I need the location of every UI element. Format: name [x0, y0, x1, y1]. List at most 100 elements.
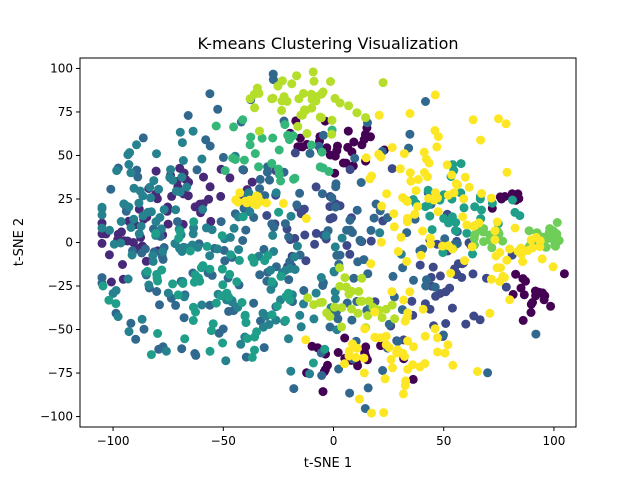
data-point-cluster-8	[255, 184, 265, 194]
data-point-cluster-9	[345, 215, 355, 225]
data-point-cluster-16	[478, 227, 488, 237]
data-point-cluster-7	[345, 249, 355, 259]
data-point-cluster-9	[317, 371, 327, 380]
data-point-cluster-20	[430, 324, 440, 334]
data-point-cluster-9	[295, 188, 305, 198]
data-point-cluster-12	[217, 231, 227, 241]
data-point-cluster-7	[262, 211, 272, 220]
data-point-cluster-19	[477, 189, 486, 198]
data-point-cluster-18	[377, 313, 387, 323]
data-point-cluster-8	[192, 165, 202, 175]
data-point-cluster-17	[294, 94, 304, 104]
data-point-cluster-12	[218, 280, 228, 290]
data-point-cluster-19	[468, 115, 478, 125]
data-point-cluster-8	[327, 193, 337, 203]
data-point-cluster-17	[252, 83, 262, 93]
data-point-cluster-20	[388, 363, 397, 373]
data-point-cluster-8	[292, 200, 302, 210]
data-point-cluster-10	[132, 140, 141, 150]
data-point-cluster-14	[254, 162, 264, 172]
data-point-cluster-18	[347, 304, 356, 314]
data-point-cluster-9	[369, 213, 379, 223]
data-point-cluster-8	[183, 111, 193, 120]
data-point-cluster-6	[435, 271, 445, 281]
data-point-cluster-21	[518, 257, 528, 267]
data-point-cluster-16	[470, 230, 480, 240]
data-point-cluster-4	[199, 172, 208, 182]
data-point-cluster-8	[268, 69, 278, 79]
y-tick-label: −100	[40, 410, 73, 424]
data-point-cluster-14	[280, 120, 290, 130]
data-point-cluster-12	[217, 264, 227, 274]
data-point-cluster-8	[238, 165, 248, 175]
data-point-cluster-9	[267, 219, 277, 229]
data-point-cluster-19	[443, 241, 453, 251]
data-point-cluster-6	[461, 319, 471, 329]
data-point-cluster-12	[153, 276, 163, 286]
data-point-cluster-14	[250, 149, 260, 159]
data-point-cluster-17	[250, 103, 260, 113]
data-point-cluster-10	[146, 193, 156, 203]
data-point-cluster-17	[352, 108, 362, 118]
data-point-cluster-8	[106, 184, 116, 194]
data-point-cluster-14	[220, 166, 230, 176]
data-point-cluster-8	[299, 286, 309, 295]
data-point-cluster-17	[302, 129, 312, 138]
data-point-cluster-9	[318, 281, 328, 290]
data-point-cluster-12	[205, 264, 215, 274]
x-tick-label: 100	[543, 434, 566, 448]
data-point-cluster-19	[460, 172, 470, 182]
data-point-cluster-10	[159, 205, 169, 215]
data-point-cluster-14	[290, 173, 300, 183]
data-point-cluster-8	[241, 225, 251, 235]
data-point-cluster-16	[487, 243, 497, 253]
data-point-cluster-19	[405, 287, 415, 297]
data-point-cluster-9	[422, 275, 431, 285]
data-point-cluster-20	[301, 335, 311, 345]
data-point-cluster-8	[173, 217, 182, 227]
x-tick-label: −100	[97, 434, 130, 448]
data-point-cluster-12	[188, 316, 198, 325]
data-point-cluster-21	[505, 295, 515, 305]
data-point-cluster-10	[245, 207, 255, 217]
data-point-cluster-16	[479, 237, 489, 247]
data-point-cluster-19	[411, 186, 421, 196]
data-point-cluster-2	[531, 291, 541, 301]
data-point-cluster-7	[345, 165, 355, 175]
data-point-cluster-9	[378, 366, 388, 375]
data-point-cluster-11	[266, 265, 276, 275]
data-point-cluster-14	[283, 130, 293, 140]
data-point-cluster-10	[124, 327, 134, 337]
data-point-cluster-13	[468, 249, 477, 259]
data-point-cluster-21	[505, 244, 515, 254]
data-point-cluster-12	[153, 329, 163, 338]
data-point-cluster-10	[205, 251, 215, 261]
data-point-cluster-20	[418, 304, 428, 314]
data-point-cluster-10	[149, 176, 159, 186]
data-point-cluster-4	[247, 177, 257, 187]
data-point-cluster-12	[272, 301, 282, 311]
data-point-cluster-19	[387, 143, 397, 152]
data-point-cluster-0	[349, 137, 359, 147]
data-point-cluster-14	[238, 115, 248, 125]
data-point-cluster-14	[317, 147, 327, 157]
data-point-cluster-13	[451, 226, 460, 236]
data-point-cluster-19	[433, 132, 443, 142]
data-point-cluster-8	[190, 349, 200, 358]
data-point-cluster-19	[402, 256, 412, 266]
data-point-cluster-0	[357, 140, 367, 150]
data-point-cluster-1	[408, 374, 418, 384]
data-point-cluster-15	[542, 234, 552, 244]
data-point-cluster-9	[333, 314, 343, 324]
data-point-cluster-20	[473, 367, 482, 376]
data-point-cluster-8	[347, 315, 357, 325]
data-point-cluster-15	[552, 233, 562, 243]
data-point-cluster-19	[460, 256, 470, 266]
data-point-cluster-18	[364, 296, 374, 306]
data-point-cluster-8	[179, 313, 189, 323]
data-point-cluster-11	[292, 241, 302, 251]
data-point-cluster-13	[510, 207, 520, 217]
data-point-cluster-20	[409, 342, 418, 352]
data-point-cluster-10	[129, 214, 139, 224]
data-point-cluster-4	[216, 191, 226, 201]
